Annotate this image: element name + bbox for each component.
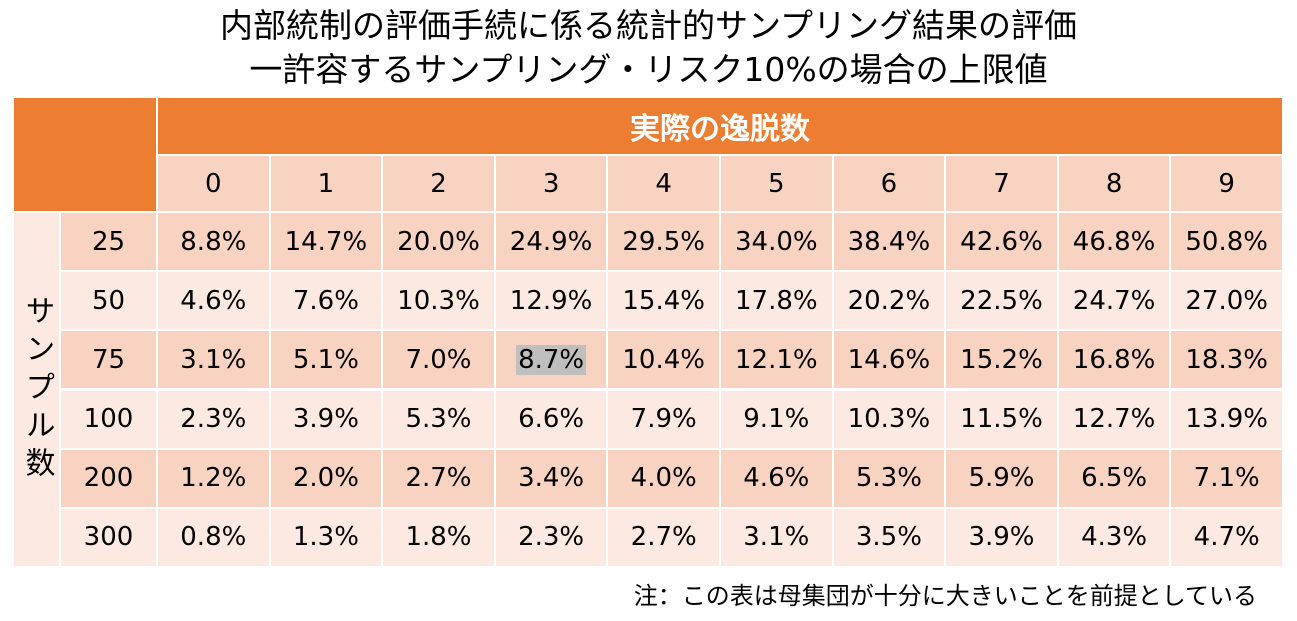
title: 内部統制の評価手続に係る統計的サンプリング結果の評価	[219, 6, 1077, 45]
table-cell: 29.5%	[607, 212, 720, 272]
table-cell: 7.1%	[1170, 448, 1283, 508]
table-cell: 4.7%	[1170, 507, 1283, 567]
column-header: 5	[720, 155, 833, 212]
table-cell: 3.5%	[832, 507, 946, 567]
table-cell: 34.0%	[720, 212, 833, 272]
row-header: 75	[60, 330, 157, 390]
table-cell: 2.3%	[157, 389, 270, 449]
table-cell: 3.9%	[945, 507, 1058, 567]
table-cell: 18.3%	[1170, 330, 1283, 390]
table-cell: 3.1%	[157, 330, 270, 390]
table-cell: 6.6%	[494, 389, 608, 449]
row-header: 100	[60, 389, 157, 449]
table-cell: 12.9%	[494, 271, 608, 331]
table-cell: 12.7%	[1057, 389, 1171, 449]
table-cell: 15.4%	[607, 271, 720, 331]
table-cell: 5.3%	[382, 389, 495, 449]
column-header: 6	[832, 155, 946, 212]
table-cell: 5.1%	[269, 330, 383, 390]
subtitle: 一許容するサンプリング・リスク10%の場合の上限値	[249, 50, 1048, 89]
table-cell: 1.8%	[382, 507, 495, 567]
table-cell: 42.6%	[945, 212, 1058, 272]
table-cell: 2.3%	[494, 507, 608, 567]
table-cell: 4.3%	[1057, 507, 1171, 567]
table-cell: 11.5%	[945, 389, 1058, 449]
table-cell: 14.7%	[269, 212, 383, 272]
table-cell: 5.9%	[945, 448, 1058, 508]
corner	[13, 97, 157, 212]
table-cell: 20.2%	[832, 271, 946, 331]
table-cell: 5.3%	[832, 448, 946, 508]
row-header: 50	[60, 271, 157, 331]
table-cell: 4.6%	[720, 448, 833, 508]
table-cell: 2.7%	[382, 448, 495, 508]
table-cell: 38.4%	[832, 212, 946, 272]
table-cell: 8.8%	[157, 212, 270, 272]
table-cell: 12.1%	[720, 330, 833, 390]
table-cell: 15.2%	[945, 330, 1058, 390]
table-cell: 7.9%	[607, 389, 720, 449]
table-cell: 2.7%	[607, 507, 720, 567]
row-group-label: サンプル数	[13, 212, 60, 567]
table-cell: 24.9%	[494, 212, 608, 272]
table-cell: 4.6%	[157, 271, 270, 331]
table-cell: 14.6%	[832, 330, 946, 390]
column-group-label: 実際の逸脱数	[157, 97, 1283, 155]
table-cell: 1.2%	[157, 448, 270, 508]
column-header: 3	[494, 155, 608, 212]
column-header: 4	[607, 155, 720, 212]
column-header: 8	[1057, 155, 1171, 212]
table-cell: 27.0%	[1170, 271, 1283, 331]
table-cell: 17.8%	[720, 271, 833, 331]
table-cell: 2.0%	[269, 448, 383, 508]
table-cell: 4.0%	[607, 448, 720, 508]
table-cell: 20.0%	[382, 212, 495, 272]
table-cell: 50.8%	[1170, 212, 1283, 272]
note: 注：この表は母集団が十分に大きいことを前提としている	[633, 582, 1257, 610]
table-cell: 6.5%	[1057, 448, 1171, 508]
column-header: 7	[945, 155, 1058, 212]
table-cell: 3.1%	[720, 507, 833, 567]
table-cell: 0.8%	[157, 507, 270, 567]
table-cell: 10.3%	[832, 389, 946, 449]
row-header: 25	[60, 212, 157, 272]
table-cell: 16.8%	[1057, 330, 1171, 390]
column-header: 1	[269, 155, 383, 212]
column-header: 0	[157, 155, 270, 212]
table-cell: 13.9%	[1170, 389, 1283, 449]
table-cell: 7.0%	[382, 330, 495, 390]
table-cell: 10.4%	[607, 330, 720, 390]
row-header: 200	[60, 448, 157, 508]
highlighted-value: 8.7%	[516, 344, 587, 375]
table-cell: 1.3%	[269, 507, 383, 567]
table-cell: 3.9%	[269, 389, 383, 449]
table-cell: 3.4%	[494, 448, 608, 508]
row-header: 300	[60, 507, 157, 567]
table-cell: 10.3%	[382, 271, 495, 331]
table-cell: 46.8%	[1057, 212, 1171, 272]
column-header: 9	[1170, 155, 1283, 212]
table-cell: 24.7%	[1057, 271, 1171, 331]
table-cell: 7.6%	[269, 271, 383, 331]
table-cell: 9.1%	[720, 389, 833, 449]
table-cell: 8.7%	[494, 330, 608, 390]
table-cell: 22.5%	[945, 271, 1058, 331]
column-header: 2	[382, 155, 495, 212]
